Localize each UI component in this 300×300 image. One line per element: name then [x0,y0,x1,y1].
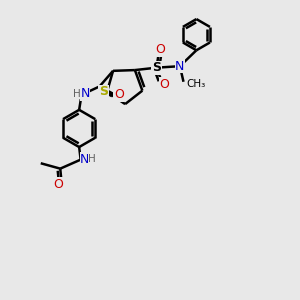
Text: O: O [155,43,165,56]
Text: O: O [114,88,124,101]
Text: H: H [73,88,81,99]
Text: N: N [175,60,184,73]
Text: S: S [152,61,161,74]
Text: S: S [99,85,108,98]
Text: O: O [159,78,169,91]
Text: CH₃: CH₃ [186,79,205,89]
Text: O: O [53,178,63,191]
Text: N: N [80,87,90,100]
Text: N: N [80,152,89,166]
Text: H: H [88,154,96,164]
